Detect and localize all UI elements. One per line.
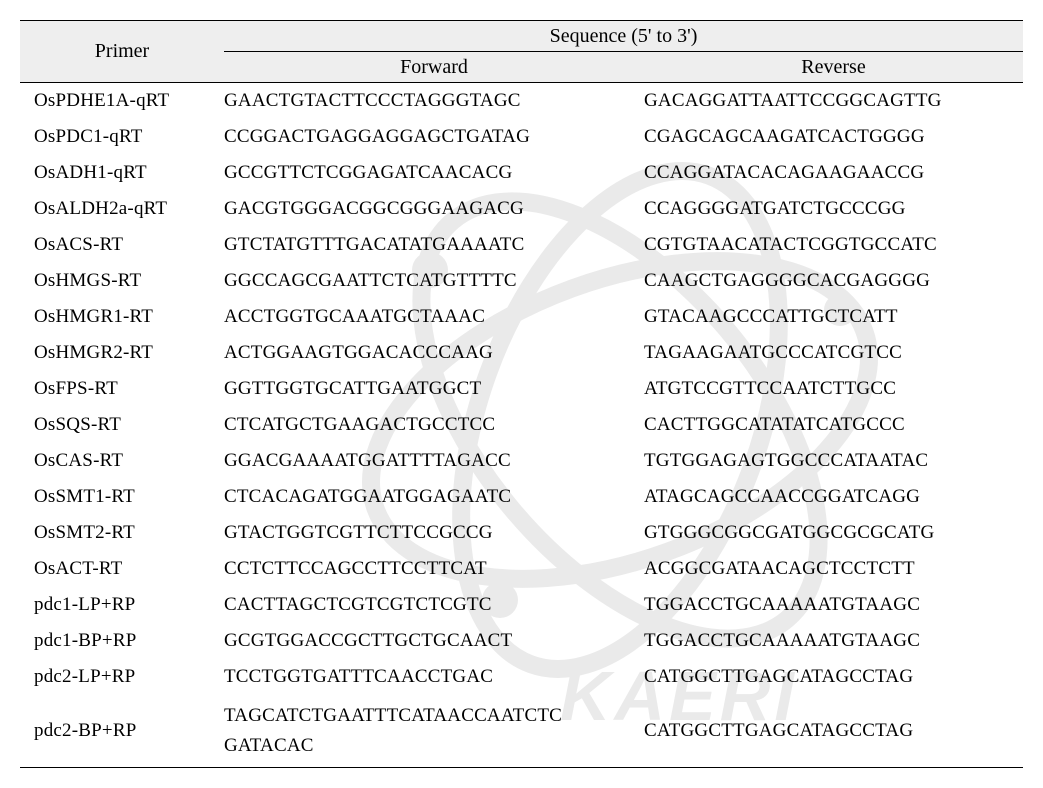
cell-primer: OsPDC1-qRT (20, 119, 224, 155)
cell-reverse: CATGGCTTGAGCATAGCCTAG (644, 659, 1023, 695)
cell-forward: ACCTGGTGCAAATGCTAAAC (224, 299, 644, 335)
table-body: OsPDHE1A-qRTGAACTGTACTTCCCTAGGGTAGCGACAG… (20, 83, 1023, 768)
cell-forward: GGACGAAAATGGATTTTAGACC (224, 443, 644, 479)
table-row: OsHMGR2-RTACTGGAAGTGGACACCCAAGTAGAAGAATG… (20, 335, 1023, 371)
cell-reverse: CACTTGGCATATATCATGCCC (644, 407, 1023, 443)
table-row: pdc2-LP+RPTCCTGGTGATTTCAACCTGACCATGGCTTG… (20, 659, 1023, 695)
cell-reverse: GTGGGCGGCGATGGCGCGCATG (644, 515, 1023, 551)
cell-reverse: TGGACCTGCAAAAATGTAAGC (644, 587, 1023, 623)
table-row: OsSMT2-RTGTACTGGTCGTTCTTCCGCCGGTGGGCGGCG… (20, 515, 1023, 551)
cell-forward: GCGTGGACCGCTTGCTGCAACT (224, 623, 644, 659)
table-row: OsALDH2a-qRTGACGTGGGACGGCGGGAAGACGCCAGGG… (20, 191, 1023, 227)
table-row: pdc2-BP+RPTAGCATCTGAATTTCATAACCAATCTCGAT… (20, 695, 1023, 768)
table-row: pdc1-LP+RPCACTTAGCTCGTCGTCTCGTCTGGACCTGC… (20, 587, 1023, 623)
cell-primer: OsSQS-RT (20, 407, 224, 443)
cell-primer: pdc2-LP+RP (20, 659, 224, 695)
cell-forward: CACTTAGCTCGTCGTCTCGTC (224, 587, 644, 623)
cell-forward: GGCCAGCGAATTCTCATGTTTTC (224, 263, 644, 299)
primer-table: Primer Sequence (5' to 3') Forward Rever… (20, 20, 1023, 768)
cell-reverse: GACAGGATTAATTCCGGCAGTTG (644, 83, 1023, 120)
table-row: pdc1-BP+RPGCGTGGACCGCTTGCTGCAACTTGGACCTG… (20, 623, 1023, 659)
cell-forward: GACGTGGGACGGCGGGAAGACG (224, 191, 644, 227)
table-row: OsPDHE1A-qRTGAACTGTACTTCCCTAGGGTAGCGACAG… (20, 83, 1023, 120)
header-reverse: Reverse (644, 52, 1023, 83)
cell-reverse: GTACAAGCCCATTGCTCATT (644, 299, 1023, 335)
cell-reverse: ATAGCAGCCAACCGGATCAGG (644, 479, 1023, 515)
cell-forward: GCCGTTCTCGGAGATCAACACG (224, 155, 644, 191)
table-row: OsHMGS-RTGGCCAGCGAATTCTCATGTTTTCCAAGCTGA… (20, 263, 1023, 299)
cell-reverse: CATGGCTTGAGCATAGCCTAG (644, 695, 1023, 768)
cell-primer: OsFPS-RT (20, 371, 224, 407)
table-header: Primer Sequence (5' to 3') Forward Rever… (20, 21, 1023, 83)
cell-primer: OsCAS-RT (20, 443, 224, 479)
cell-reverse: CCAGGATACACAGAAGAACCG (644, 155, 1023, 191)
cell-primer: OsALDH2a-qRT (20, 191, 224, 227)
cell-primer: pdc1-LP+RP (20, 587, 224, 623)
cell-primer: OsSMT1-RT (20, 479, 224, 515)
cell-reverse: CGAGCAGCAAGATCACTGGGG (644, 119, 1023, 155)
table-row: OsSMT1-RTCTCACAGATGGAATGGAGAATCATAGCAGCC… (20, 479, 1023, 515)
cell-forward: TCCTGGTGATTTCAACCTGAC (224, 659, 644, 695)
table-row: OsACT-RTCCTCTTCCAGCCTTCCTTCATACGGCGATAAC… (20, 551, 1023, 587)
table-row: OsHMGR1-RTACCTGGTGCAAATGCTAAACGTACAAGCCC… (20, 299, 1023, 335)
cell-primer: OsACT-RT (20, 551, 224, 587)
table-row: OsACS-RTGTCTATGTTTGACATATGAAAATCCGTGTAAC… (20, 227, 1023, 263)
header-primer: Primer (20, 21, 224, 83)
table-row: OsFPS-RTGGTTGGTGCATTGAATGGCTATGTCCGTTCCA… (20, 371, 1023, 407)
cell-forward: GGTTGGTGCATTGAATGGCT (224, 371, 644, 407)
header-forward: Forward (224, 52, 644, 83)
cell-primer: OsADH1-qRT (20, 155, 224, 191)
cell-primer: pdc1-BP+RP (20, 623, 224, 659)
cell-primer: OsHMGR1-RT (20, 299, 224, 335)
cell-reverse: TGTGGAGAGTGGCCCATAATAC (644, 443, 1023, 479)
cell-reverse: TAGAAGAATGCCCATCGTCC (644, 335, 1023, 371)
cell-forward: ACTGGAAGTGGACACCCAAG (224, 335, 644, 371)
cell-forward: CCTCTTCCAGCCTTCCTTCAT (224, 551, 644, 587)
cell-primer: OsHMGS-RT (20, 263, 224, 299)
cell-forward: CTCATGCTGAAGACTGCCTCC (224, 407, 644, 443)
cell-reverse: CAAGCTGAGGGGCACGAGGGG (644, 263, 1023, 299)
cell-forward: CCGGACTGAGGAGGAGCTGATAG (224, 119, 644, 155)
cell-forward: GTACTGGTCGTTCTTCCGCCG (224, 515, 644, 551)
cell-primer: OsPDHE1A-qRT (20, 83, 224, 120)
cell-primer: pdc2-BP+RP (20, 695, 224, 768)
cell-primer: OsACS-RT (20, 227, 224, 263)
cell-reverse: CGTGTAACATACTCGGTGCCATC (644, 227, 1023, 263)
cell-primer: OsHMGR2-RT (20, 335, 224, 371)
cell-reverse: TGGACCTGCAAAAATGTAAGC (644, 623, 1023, 659)
table-row: OsCAS-RTGGACGAAAATGGATTTTAGACCTGTGGAGAGT… (20, 443, 1023, 479)
cell-forward: TAGCATCTGAATTTCATAACCAATCTCGATACAC (224, 695, 644, 768)
cell-reverse: CCAGGGGATGATCTGCCCGG (644, 191, 1023, 227)
header-sequence: Sequence (5' to 3') (224, 21, 1023, 52)
table-row: OsSQS-RTCTCATGCTGAAGACTGCCTCCCACTTGGCATA… (20, 407, 1023, 443)
table-row: OsADH1-qRTGCCGTTCTCGGAGATCAACACGCCAGGATA… (20, 155, 1023, 191)
cell-reverse: ACGGCGATAACAGCTCCTCTT (644, 551, 1023, 587)
cell-forward: GTCTATGTTTGACATATGAAAATC (224, 227, 644, 263)
cell-forward: CTCACAGATGGAATGGAGAATC (224, 479, 644, 515)
cell-forward: GAACTGTACTTCCCTAGGGTAGC (224, 83, 644, 120)
cell-primer: OsSMT2-RT (20, 515, 224, 551)
table-row: OsPDC1-qRTCCGGACTGAGGAGGAGCTGATAGCGAGCAG… (20, 119, 1023, 155)
cell-reverse: ATGTCCGTTCCAATCTTGCC (644, 371, 1023, 407)
